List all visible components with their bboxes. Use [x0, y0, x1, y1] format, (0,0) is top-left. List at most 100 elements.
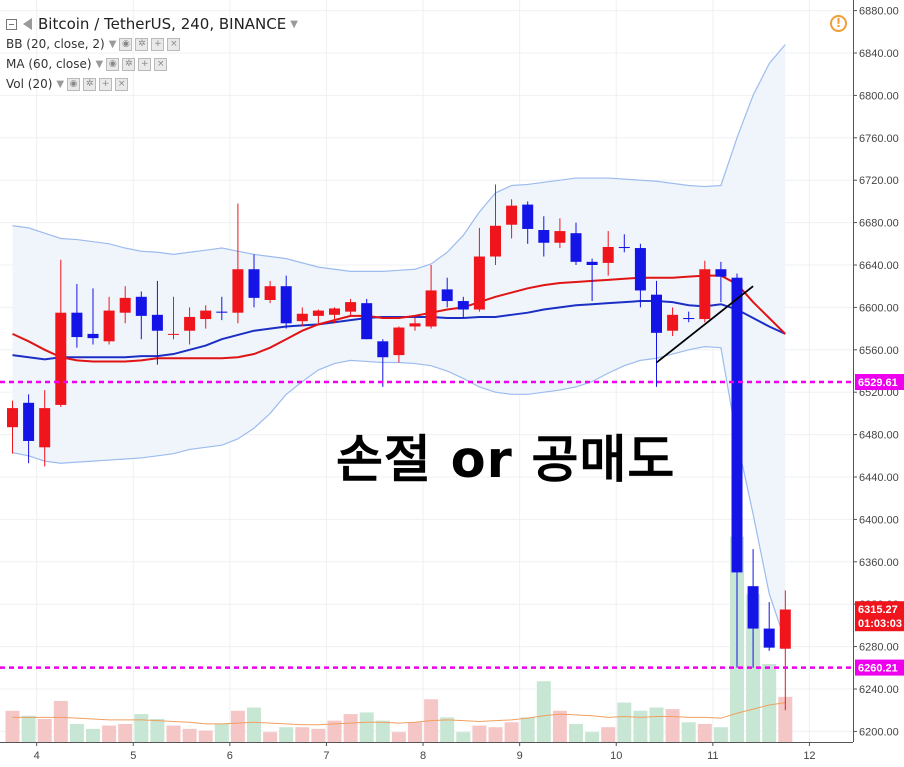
add-icon[interactable]: +	[138, 57, 152, 71]
indicator-label: BB (20, close, 2)	[6, 37, 105, 51]
close-icon[interactable]: ×	[115, 77, 129, 91]
chevron-down-icon[interactable]: ▼	[290, 18, 298, 30]
chevron-down-icon[interactable]: ▼	[95, 58, 104, 70]
volume-bar	[552, 710, 567, 742]
time-tick-label: 8	[420, 750, 426, 762]
chevron-down-icon[interactable]: ▼	[56, 78, 65, 90]
volume-bars	[5, 536, 793, 742]
volume-bar	[665, 709, 680, 742]
countdown-label: 01:03:03	[858, 618, 902, 630]
volume-bar	[569, 723, 583, 742]
chart-legend: Bitcoin / TetherUS, 240, BINANCE ▼ BB (2…	[6, 14, 298, 94]
gear-icon[interactable]: ✲	[122, 57, 136, 71]
candle	[602, 231, 614, 276]
time-tick-label: 4	[34, 750, 40, 762]
volume-bar	[53, 700, 68, 742]
collapse-icon[interactable]	[6, 18, 17, 30]
candle	[39, 390, 51, 467]
bollinger-upper	[12, 44, 786, 272]
eye-icon[interactable]: ◉	[67, 77, 81, 91]
volume-bar	[456, 732, 471, 742]
add-icon[interactable]: +	[151, 37, 165, 51]
candle-body	[103, 310, 115, 342]
candle-body	[651, 294, 662, 333]
volume-bar	[247, 707, 261, 742]
close-icon[interactable]: ×	[167, 37, 181, 51]
volume-bar	[279, 727, 294, 742]
indicator-label: Vol (20)	[6, 77, 53, 91]
candle	[393, 326, 405, 363]
time-axis: 4 5 6 7 8 9 10 11 12	[0, 742, 853, 762]
candle	[216, 296, 228, 321]
candle	[119, 286, 131, 324]
candle	[747, 549, 759, 668]
candle-body	[200, 310, 212, 320]
candle	[651, 280, 662, 387]
candle-body	[23, 402, 35, 441]
candle	[168, 296, 179, 340]
close-icon[interactable]: ×	[154, 57, 168, 71]
volume-bar	[746, 594, 761, 742]
indicator-row-bb: BB (20, close, 2) ▼ ◉ ✲ + ×	[6, 34, 298, 54]
price-level-tag	[855, 374, 904, 391]
candle	[55, 259, 67, 408]
volume-bar	[633, 710, 648, 742]
candle-body	[248, 269, 260, 298]
volume-bar	[86, 728, 100, 742]
volume-bar	[617, 702, 632, 742]
volume-bar	[150, 719, 165, 742]
volume-bar	[408, 722, 422, 742]
candle	[490, 184, 501, 265]
time-tick-label: 7	[323, 750, 329, 762]
volume-bar	[311, 728, 326, 742]
candle-body	[506, 205, 518, 225]
indicator-label: MA (60, close)	[6, 57, 92, 71]
candle	[409, 318, 421, 331]
candle-body	[393, 327, 405, 356]
time-tick-label: 10	[610, 750, 622, 762]
candle-body	[329, 308, 340, 315]
volume-bar	[536, 681, 551, 742]
eye-icon[interactable]: ◉	[106, 57, 120, 71]
candle	[232, 203, 244, 324]
price-tick-label: 6520.00	[859, 387, 899, 399]
candle	[538, 216, 550, 257]
volume-bar	[520, 717, 535, 742]
candle	[312, 309, 324, 324]
candle	[377, 339, 389, 387]
volume-bar	[21, 715, 36, 742]
volume-bar	[182, 728, 197, 742]
add-icon[interactable]: +	[99, 77, 113, 91]
candle-body	[39, 408, 51, 448]
candle-body	[570, 233, 582, 262]
candle	[345, 298, 357, 316]
chevron-down-icon[interactable]: ▼	[108, 38, 117, 50]
candle-body	[747, 586, 759, 629]
candle-body	[232, 269, 244, 313]
price-level-label: 6260.21	[858, 663, 898, 675]
gear-icon[interactable]: ✲	[83, 77, 97, 91]
candle	[570, 222, 582, 265]
candle	[667, 307, 679, 337]
volume-bar	[681, 722, 696, 742]
price-tick-label: 6400.00	[859, 514, 899, 526]
volume-bar	[488, 727, 503, 742]
candle	[731, 273, 743, 668]
eye-icon[interactable]: ◉	[119, 37, 133, 51]
price-levels	[0, 285, 853, 669]
candle-body	[184, 316, 196, 331]
warning-icon[interactable]: !	[830, 15, 847, 32]
candle-body	[345, 302, 357, 312]
volume-bar	[102, 725, 117, 742]
gear-icon[interactable]: ✲	[135, 37, 149, 51]
candle	[699, 260, 711, 323]
candle-body	[296, 313, 308, 322]
candle-body	[618, 246, 630, 249]
volume-bar	[440, 717, 455, 742]
candle	[425, 265, 437, 329]
flag-icon[interactable]	[23, 18, 32, 30]
volume-bar	[762, 663, 777, 742]
candle-body	[683, 318, 695, 320]
candle-body	[522, 204, 534, 229]
